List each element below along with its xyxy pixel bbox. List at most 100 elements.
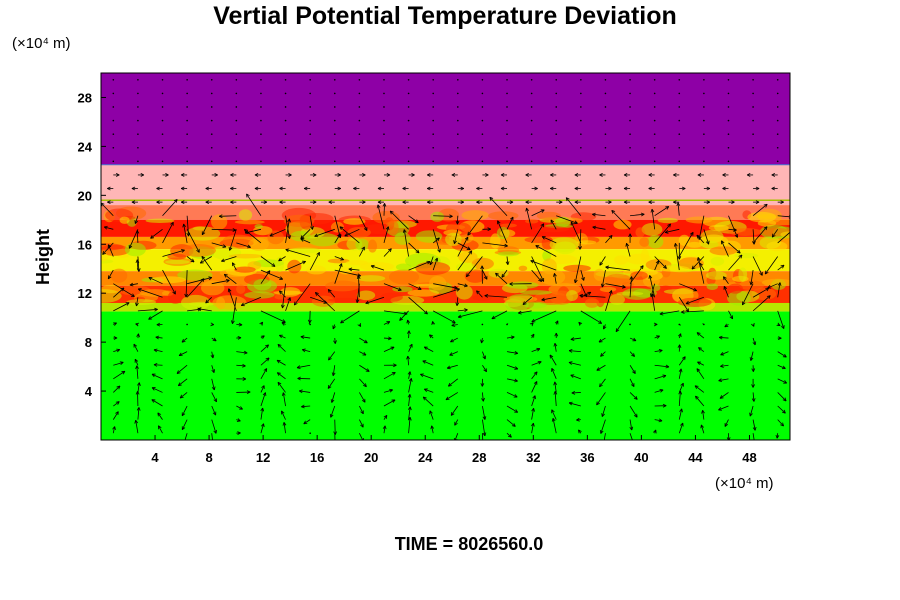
wind-vector bbox=[284, 133, 287, 135]
x-tick-label: 20 bbox=[364, 450, 378, 465]
wind-vector bbox=[722, 186, 729, 191]
wind-vector bbox=[180, 200, 188, 205]
wind-vector bbox=[703, 229, 710, 245]
wind-vector bbox=[133, 343, 139, 352]
wind-vector bbox=[113, 283, 135, 298]
turbulence-patch bbox=[359, 261, 395, 272]
turbulence-patch bbox=[395, 263, 412, 271]
wind-vector bbox=[604, 146, 607, 149]
wind-vector bbox=[137, 173, 145, 177]
wind-vector bbox=[678, 133, 681, 135]
wind-vector bbox=[309, 160, 311, 163]
wind-vector bbox=[334, 433, 336, 440]
wind-vector bbox=[506, 392, 518, 398]
turbulence-patch bbox=[150, 276, 186, 284]
wind-vector bbox=[331, 365, 336, 377]
heat-band-8 bbox=[101, 302, 790, 312]
x-tick-label: 24 bbox=[418, 450, 433, 465]
wind-vector bbox=[113, 322, 117, 326]
wind-vector bbox=[629, 133, 631, 135]
turbulence-patch bbox=[430, 211, 445, 222]
turbulence-patch bbox=[180, 294, 211, 311]
wind-vector bbox=[210, 92, 213, 95]
turbulence-patch bbox=[455, 284, 473, 300]
wind-vector bbox=[605, 265, 631, 271]
wind-vector bbox=[554, 320, 559, 325]
wind-vector bbox=[530, 92, 533, 95]
wind-vector bbox=[407, 160, 410, 163]
y-tick-label: 4 bbox=[85, 384, 93, 399]
wind-vector bbox=[580, 106, 582, 108]
wind-vector bbox=[727, 119, 730, 122]
wind-vector bbox=[777, 282, 782, 298]
wind-vector bbox=[205, 296, 213, 304]
wind-vector bbox=[482, 419, 487, 437]
wind-vector bbox=[328, 200, 335, 205]
wind-vector bbox=[309, 133, 311, 135]
wind-vector bbox=[359, 392, 366, 403]
wind-vector bbox=[162, 199, 178, 216]
wind-vector bbox=[457, 160, 459, 163]
wind-vector bbox=[134, 419, 139, 434]
wind-vector bbox=[327, 378, 336, 389]
wind-vector bbox=[556, 215, 578, 225]
wind-vector bbox=[240, 296, 262, 307]
turbulence-patch bbox=[145, 218, 175, 223]
wind-vector bbox=[218, 214, 237, 219]
wind-vector bbox=[107, 200, 114, 205]
turbulence-patch bbox=[593, 268, 606, 281]
wind-vector bbox=[161, 92, 164, 95]
wind-vector bbox=[751, 322, 755, 327]
wind-vector bbox=[678, 119, 681, 122]
wind-vector bbox=[506, 78, 508, 81]
wind-vector bbox=[481, 92, 484, 95]
wind-vector bbox=[623, 173, 631, 177]
wind-vector bbox=[605, 283, 626, 289]
wind-vector bbox=[653, 133, 656, 135]
wind-vector bbox=[777, 231, 790, 244]
chart-title: Vertial Potential Temperature Deviation bbox=[213, 2, 677, 30]
wind-vector bbox=[333, 160, 336, 163]
wind-vector bbox=[777, 200, 784, 205]
wind-vector bbox=[236, 242, 251, 249]
wind-vector bbox=[598, 337, 606, 343]
wind-vector bbox=[334, 173, 341, 177]
wind-vector bbox=[260, 133, 262, 135]
wind-vector bbox=[551, 368, 557, 379]
wind-vector bbox=[629, 365, 636, 374]
wind-vector bbox=[654, 388, 664, 393]
wind-vector bbox=[314, 292, 336, 312]
turbulence-patch bbox=[458, 251, 478, 263]
wind-vector bbox=[359, 419, 364, 428]
wind-vector bbox=[407, 106, 410, 108]
turbulence-patch bbox=[248, 237, 269, 251]
wind-vector bbox=[570, 374, 581, 380]
wind-vector bbox=[777, 378, 788, 384]
wind-vector bbox=[623, 200, 631, 205]
wind-vector bbox=[136, 407, 141, 420]
wind-vector bbox=[137, 119, 139, 122]
turbulence-patch bbox=[343, 218, 366, 225]
wind-vector bbox=[700, 424, 705, 434]
wind-vector bbox=[235, 160, 238, 163]
wind-vector bbox=[600, 351, 606, 357]
wind-vector bbox=[211, 173, 218, 177]
wind-vector bbox=[407, 416, 412, 434]
wind-vector bbox=[260, 423, 265, 434]
wind-vector bbox=[457, 310, 483, 319]
wind-vector bbox=[457, 308, 468, 312]
wind-vector bbox=[260, 160, 262, 163]
wind-vector bbox=[260, 270, 271, 284]
wind-vector bbox=[447, 378, 459, 387]
turbulence-patch bbox=[372, 211, 400, 225]
wind-vector bbox=[720, 351, 729, 356]
wind-vector bbox=[383, 106, 385, 108]
wind-vector bbox=[696, 332, 705, 339]
wind-vector-field bbox=[101, 78, 790, 440]
wind-vector bbox=[151, 399, 163, 407]
wind-vector bbox=[309, 215, 314, 230]
wind-vector bbox=[604, 106, 607, 108]
wind-vector bbox=[186, 323, 188, 326]
wind-vector bbox=[568, 401, 581, 407]
wind-vector bbox=[580, 146, 582, 149]
